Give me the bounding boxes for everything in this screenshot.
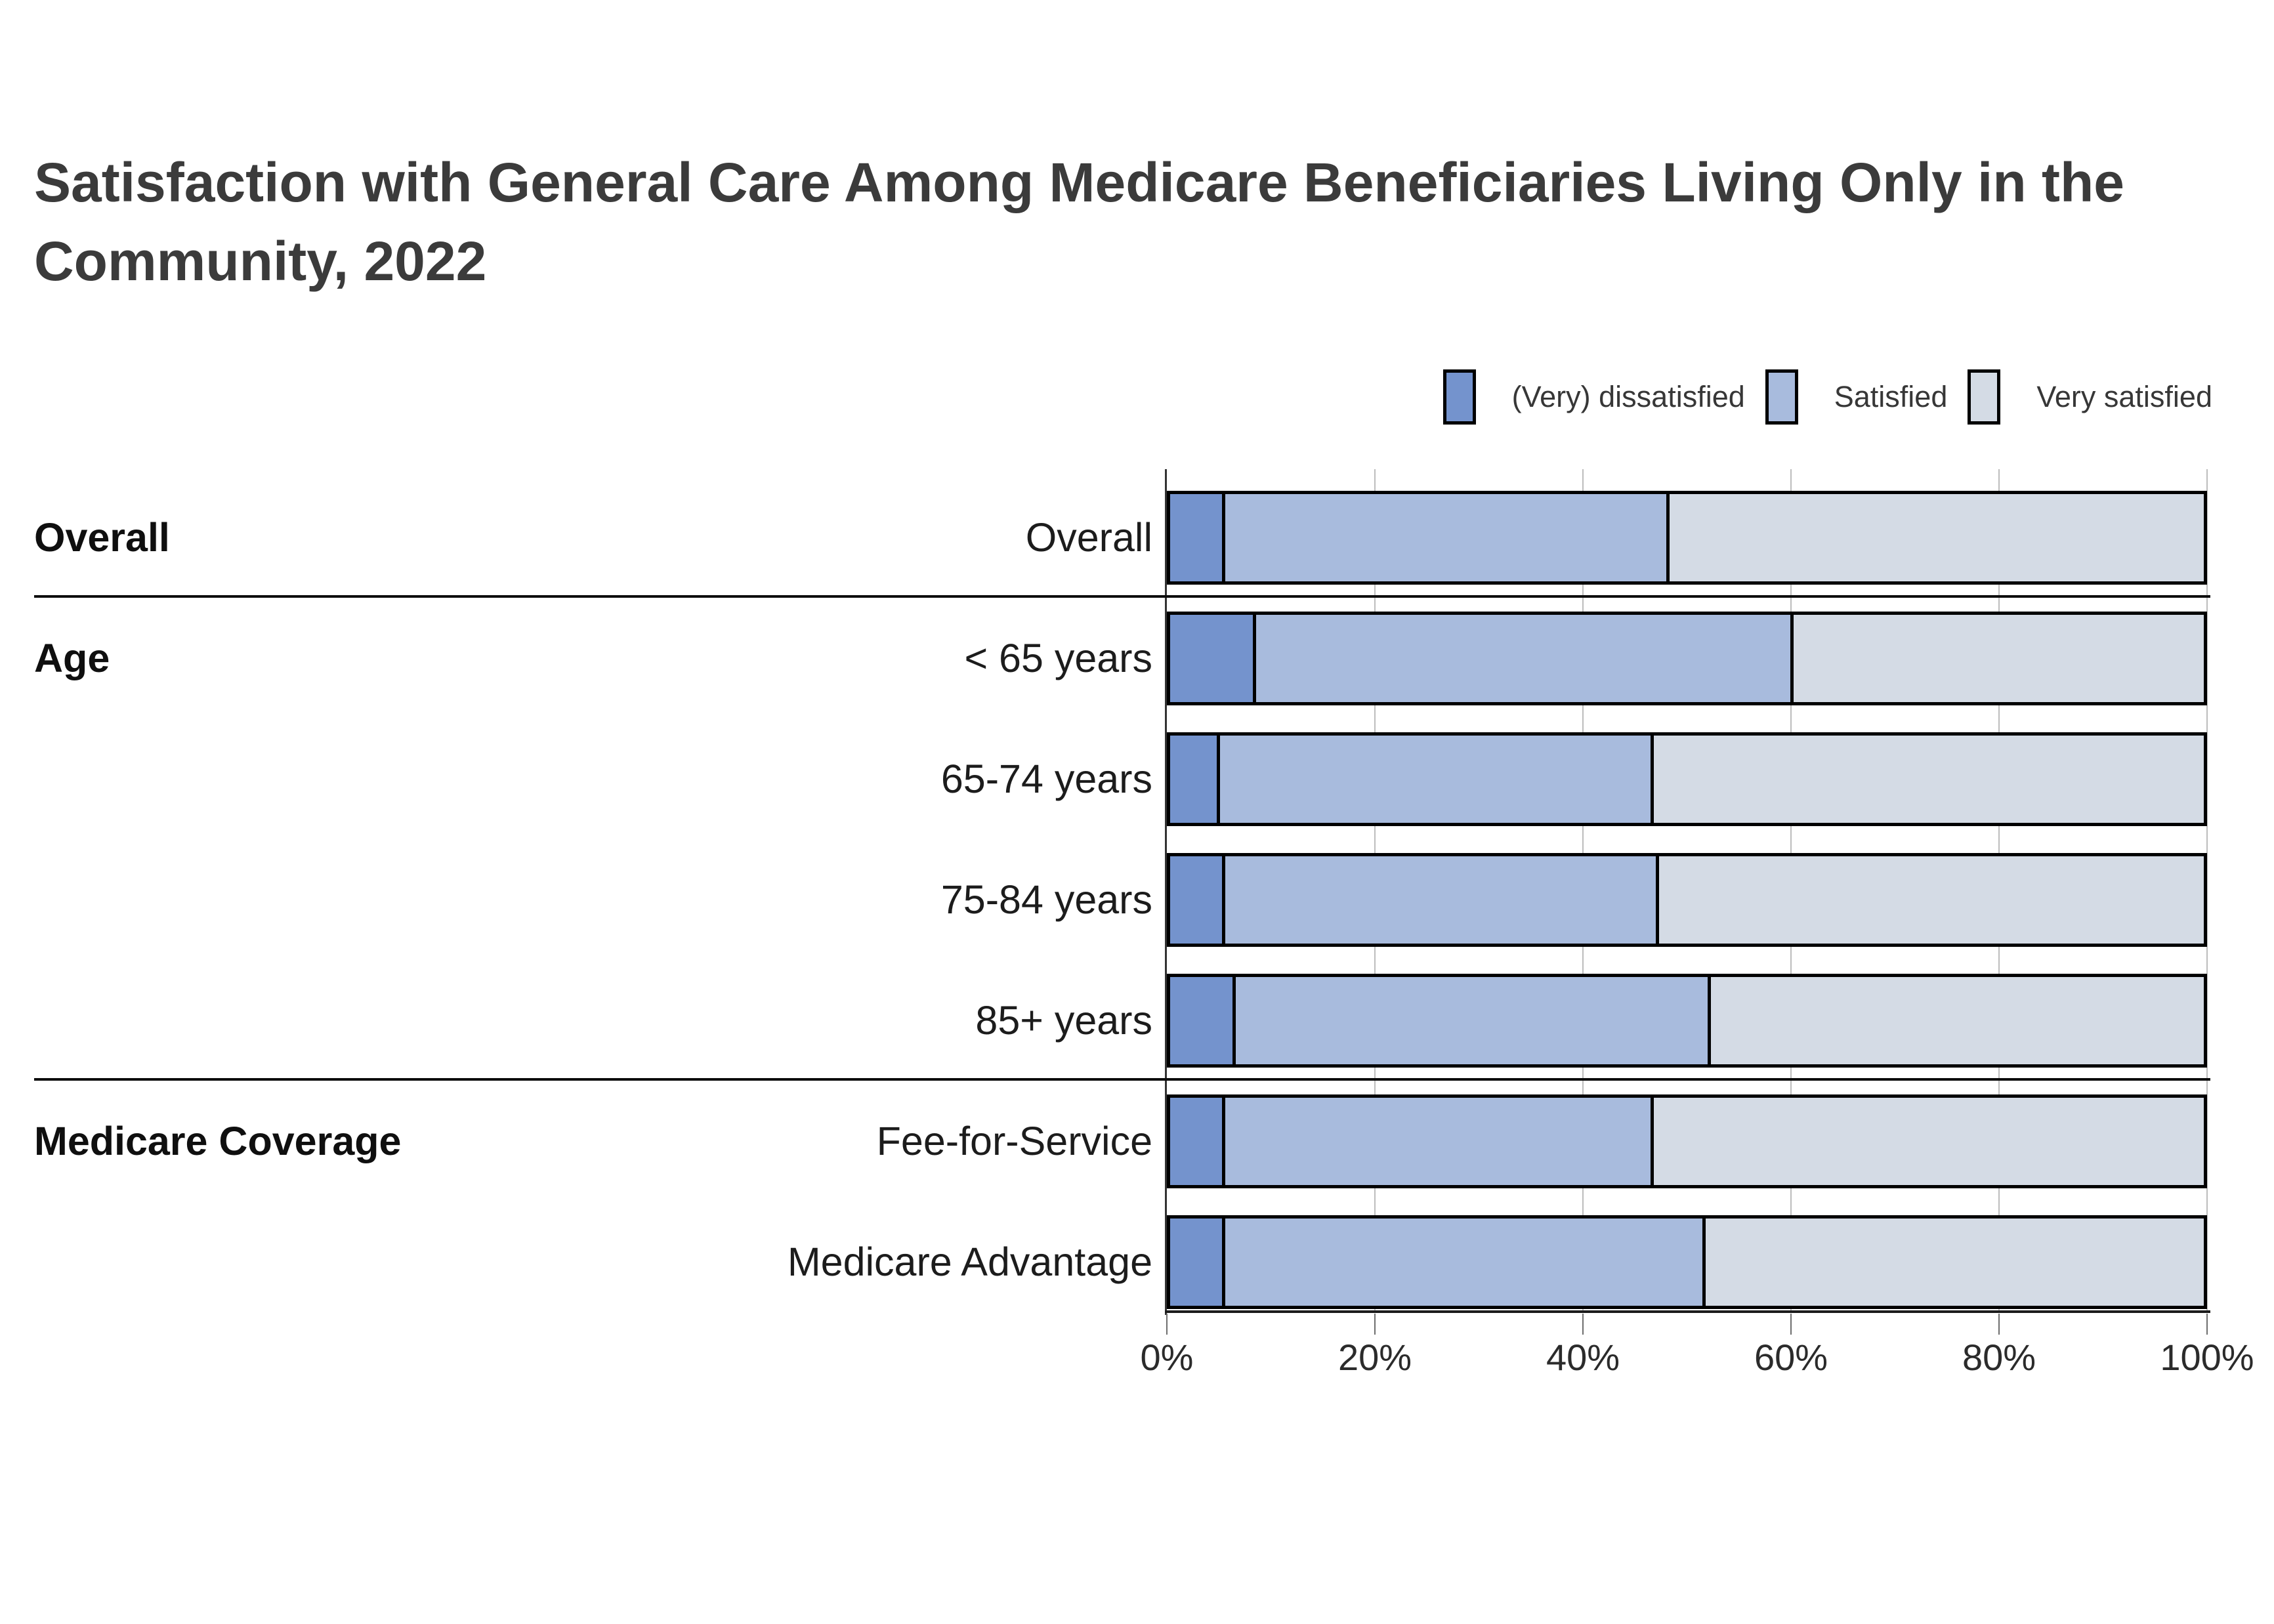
legend: (Very) dissatisfied Satisfied Very satis… xyxy=(1442,369,2212,425)
row-label: Medicare Advantage xyxy=(787,1239,1152,1284)
bar-segment-dissatisfied xyxy=(1170,1218,1222,1306)
x-axis-tick xyxy=(1374,1314,1376,1335)
bar-segment-very-satisfied xyxy=(1702,1218,2204,1306)
legend-item-very-satisfied: Very satisfied xyxy=(1968,369,2212,425)
group-separator xyxy=(34,595,2210,598)
y-axis-line xyxy=(1165,469,1167,1315)
legend-label: Satisfied xyxy=(1834,380,1948,413)
group-separator xyxy=(34,1078,2210,1081)
bar-segment-very-satisfied xyxy=(1708,977,2204,1064)
bar-segment-very-satisfied xyxy=(1656,856,2204,944)
x-axis-tick-label: 40% xyxy=(1546,1337,1620,1378)
x-axis-tick-label: 0% xyxy=(1140,1337,1194,1378)
bar-row xyxy=(1167,974,2207,1068)
bar-segment-very-satisfied xyxy=(1651,736,2204,823)
x-axis-tick-label: 20% xyxy=(1337,1337,1412,1378)
bar-segment-satisfied xyxy=(1221,1218,1703,1306)
page-title: Satisfaction with General Care Among Med… xyxy=(34,143,2239,301)
legend-label: Very satisfied xyxy=(2036,380,2212,413)
x-axis-tick xyxy=(1790,1314,1792,1335)
bar-segment-dissatisfied xyxy=(1170,736,1217,823)
row-label: Overall xyxy=(1025,515,1152,560)
x-axis-tick xyxy=(2206,1314,2208,1335)
bar-segment-satisfied xyxy=(1221,494,1666,581)
x-axis-tick xyxy=(1998,1314,2000,1335)
x-axis-tick xyxy=(1582,1314,1584,1335)
bar-row xyxy=(1167,491,2207,585)
row-label: 65-74 years xyxy=(940,757,1152,801)
bar-segment-very-satisfied xyxy=(1790,615,2204,702)
bar-segment-dissatisfied xyxy=(1170,856,1222,944)
bar-row xyxy=(1167,853,2207,947)
x-axis-line xyxy=(1165,1310,2210,1313)
satisfied-swatch-icon xyxy=(1765,369,1798,425)
legend-item-dissatisfied: (Very) dissatisfied xyxy=(1442,369,1745,425)
legend-item-satisfied: Satisfied xyxy=(1765,369,1948,425)
plot-area xyxy=(1167,469,2208,1312)
dissatisfied-swatch-icon xyxy=(1442,369,1476,425)
bar-segment-satisfied xyxy=(1216,736,1651,823)
x-axis-tick-label: 80% xyxy=(1962,1337,2036,1378)
very-satisfied-swatch-icon xyxy=(1968,369,2001,425)
group-label: Age xyxy=(34,636,110,680)
legend-label: (Very) dissatisfied xyxy=(1511,380,1745,413)
row-label: < 65 years xyxy=(964,636,1152,680)
bar-segment-satisfied xyxy=(1232,977,1708,1064)
page-title-line1: Satisfaction with General Care Among Med… xyxy=(34,152,2125,213)
bar-segment-satisfied xyxy=(1221,856,1656,944)
group-label: Medicare Coverage xyxy=(34,1119,402,1163)
bar-segment-dissatisfied xyxy=(1170,977,1232,1064)
row-label: 85+ years xyxy=(975,998,1152,1043)
row-label: Fee-for-Service xyxy=(876,1119,1152,1163)
bar-row xyxy=(1167,1215,2207,1309)
row-label: 75-84 years xyxy=(940,877,1152,922)
bar-segment-dissatisfied xyxy=(1170,1098,1222,1185)
group-label: Overall xyxy=(34,515,170,560)
bar-segment-satisfied xyxy=(1253,615,1790,702)
bar-row xyxy=(1167,1094,2207,1188)
page-title-line2: Community, 2022 xyxy=(34,230,487,292)
gridline xyxy=(2206,469,2208,1312)
bar-segment-satisfied xyxy=(1221,1098,1651,1185)
x-axis-tick-label: 100% xyxy=(2160,1337,2254,1378)
bar-segment-very-satisfied xyxy=(1666,494,2204,581)
bar-row xyxy=(1167,732,2207,826)
x-axis-tick-label: 60% xyxy=(1754,1337,1828,1378)
x-axis-tick xyxy=(1166,1314,1168,1335)
bar-row xyxy=(1167,612,2207,705)
bar-segment-dissatisfied xyxy=(1170,494,1222,581)
bar-segment-dissatisfied xyxy=(1170,615,1253,702)
bar-segment-very-satisfied xyxy=(1651,1098,2204,1185)
